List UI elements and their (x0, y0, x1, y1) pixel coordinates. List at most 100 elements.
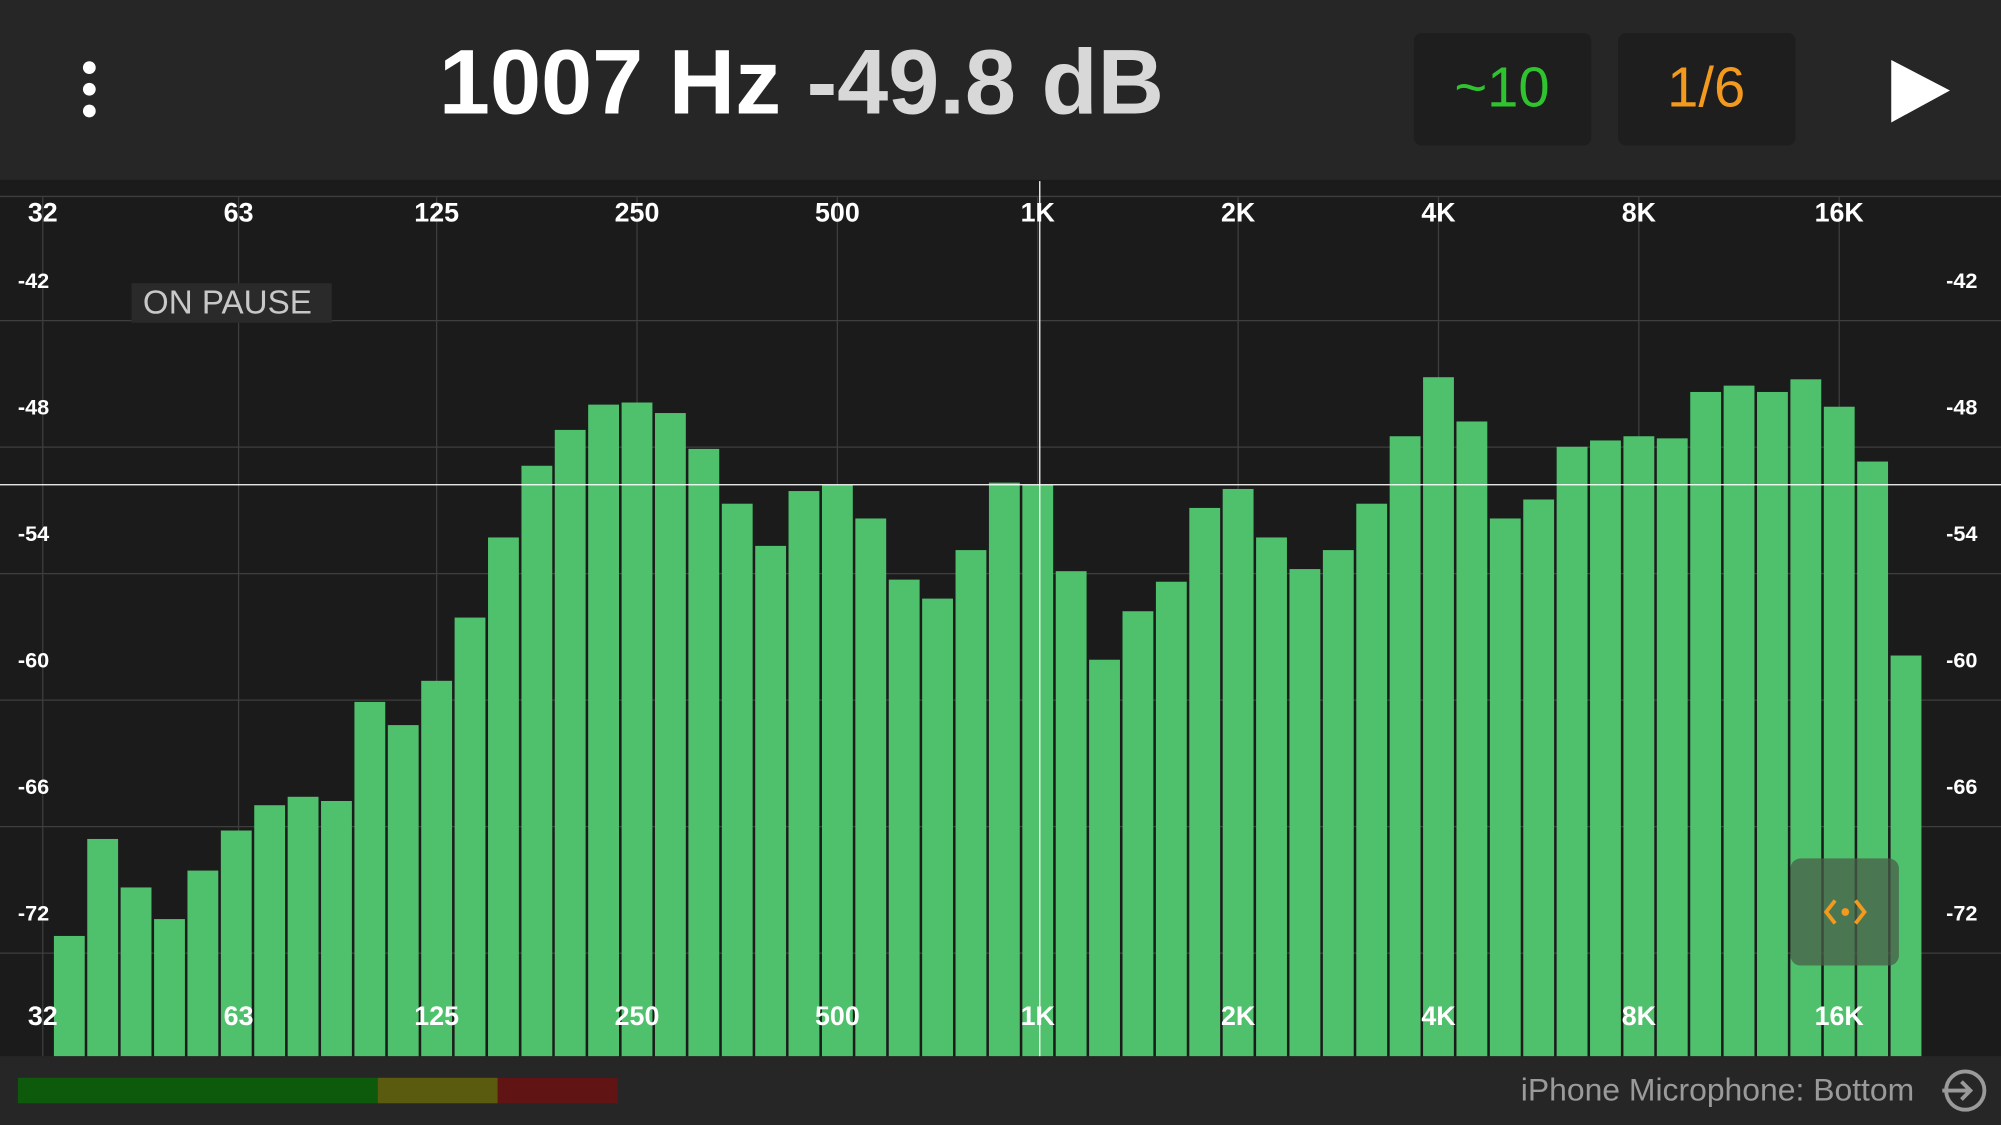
meter-red (497, 1077, 618, 1104)
bar (1122, 611, 1154, 1057)
cursor-control-dot (1841, 908, 1850, 916)
input-button[interactable] (1942, 1069, 1987, 1112)
bar (1523, 499, 1555, 1057)
bar (755, 545, 787, 1057)
resolution-label: 1/6 (1667, 56, 1745, 119)
x-tick-label-top: 1K (1021, 197, 1056, 227)
x-tick-label-top: 125 (414, 197, 459, 227)
bar (1022, 484, 1054, 1057)
bar (688, 448, 720, 1057)
bar (855, 518, 887, 1057)
status-badge (131, 283, 332, 323)
bar (1757, 391, 1788, 1057)
play-button[interactable] (1891, 59, 1950, 123)
x-tick-label-bottom: 4K (1421, 1001, 1456, 1031)
menu-dot (82, 82, 96, 96)
averaging-button[interactable] (1413, 33, 1592, 146)
x-tick-label-top: 8K (1622, 197, 1657, 227)
cursor-control-chevrons (1823, 899, 1867, 925)
bar (654, 413, 686, 1057)
y-tick-label-right: -66 (1946, 774, 1977, 799)
bar (988, 482, 1020, 1057)
cursor-control[interactable] (1790, 858, 1899, 966)
y-tick-label-left: -48 (18, 395, 49, 420)
frequency-readout: 1007 Hz (439, 32, 781, 134)
bar (1356, 503, 1388, 1057)
bar (554, 429, 586, 1057)
bar (1857, 461, 1889, 1057)
x-tick-label-top: 16K (1815, 197, 1865, 227)
bar (1456, 421, 1488, 1057)
menu-dot (82, 61, 96, 74)
bar (1556, 446, 1588, 1057)
bar (588, 404, 620, 1057)
bar (287, 796, 319, 1057)
bar (1590, 440, 1621, 1057)
bar (721, 503, 753, 1057)
y-tick-label-left: -66 (18, 774, 49, 799)
bar (321, 801, 352, 1057)
bar (521, 465, 553, 1057)
x-tick-label-bottom: 8K (1622, 1001, 1657, 1031)
bar (888, 579, 920, 1057)
x-tick-label-top: 4K (1421, 197, 1456, 227)
menu-button[interactable] (82, 61, 96, 118)
bar (220, 830, 252, 1057)
level-readout: -49.8 dB (807, 32, 1164, 134)
y-tick-label-left: -42 (18, 268, 49, 293)
bar (154, 919, 185, 1057)
x-tick-label-bottom: 63 (224, 1001, 254, 1031)
bar (254, 805, 286, 1057)
bar (1289, 569, 1321, 1057)
menu-dot (82, 104, 96, 118)
x-tick-label-bottom: 32 (28, 1001, 58, 1031)
meter-yellow (377, 1077, 498, 1104)
x-tick-label-bottom: 500 (815, 1001, 860, 1031)
bar (387, 725, 419, 1057)
bar (788, 491, 820, 1057)
bar (421, 680, 453, 1057)
bar (1222, 488, 1254, 1057)
x-tick-label-bottom: 16K (1815, 1001, 1865, 1031)
spectrum-chart: 32 32 63 63 125 125 250 250 500 500 1K 1K 2K 2K 4K 4K 8K… (0, 181, 2001, 1057)
bar (1489, 518, 1521, 1057)
bar (922, 598, 953, 1057)
bar (187, 870, 219, 1057)
x-tick-label-bottom: 1K (1021, 1001, 1056, 1031)
bar (1423, 377, 1454, 1057)
resolution-button[interactable] (1618, 33, 1796, 146)
x-tick-label-bottom: 250 (615, 1001, 660, 1031)
bar (53, 935, 85, 1057)
bar (1155, 581, 1187, 1057)
y-tick-label-right: -42 (1946, 268, 1977, 293)
x-tick-label-top: 250 (615, 197, 660, 227)
y-tick-label-left: -60 (18, 648, 49, 673)
y-tick-label-right: -48 (1946, 395, 1977, 420)
x-tick-label-top: 2K (1221, 197, 1256, 227)
bar (621, 402, 653, 1057)
input-label: iPhone Microphone: Bottom (1521, 1071, 1914, 1107)
y-tick-label-right: -72 (1946, 901, 1977, 926)
bar (1690, 391, 1722, 1057)
bar (1055, 571, 1087, 1057)
bar (955, 550, 987, 1057)
bar (1389, 436, 1421, 1057)
bar (1256, 537, 1287, 1057)
y-tick-label-left: -54 (18, 521, 49, 546)
bar (87, 838, 119, 1057)
bar (1189, 507, 1221, 1057)
input-arrow (1942, 1080, 1974, 1101)
bar (354, 701, 386, 1057)
bar (1623, 436, 1655, 1057)
bar (821, 484, 853, 1057)
x-tick-label-top: 32 (28, 197, 58, 227)
bar (454, 617, 486, 1057)
meter-green (17, 1077, 378, 1104)
x-tick-label-bottom: 125 (414, 1001, 459, 1031)
x-tick-label-top: 63 (224, 197, 254, 227)
y-tick-label-left: -72 (18, 901, 49, 926)
bar (120, 887, 152, 1057)
averaging-label: ~10 (1454, 56, 1549, 119)
